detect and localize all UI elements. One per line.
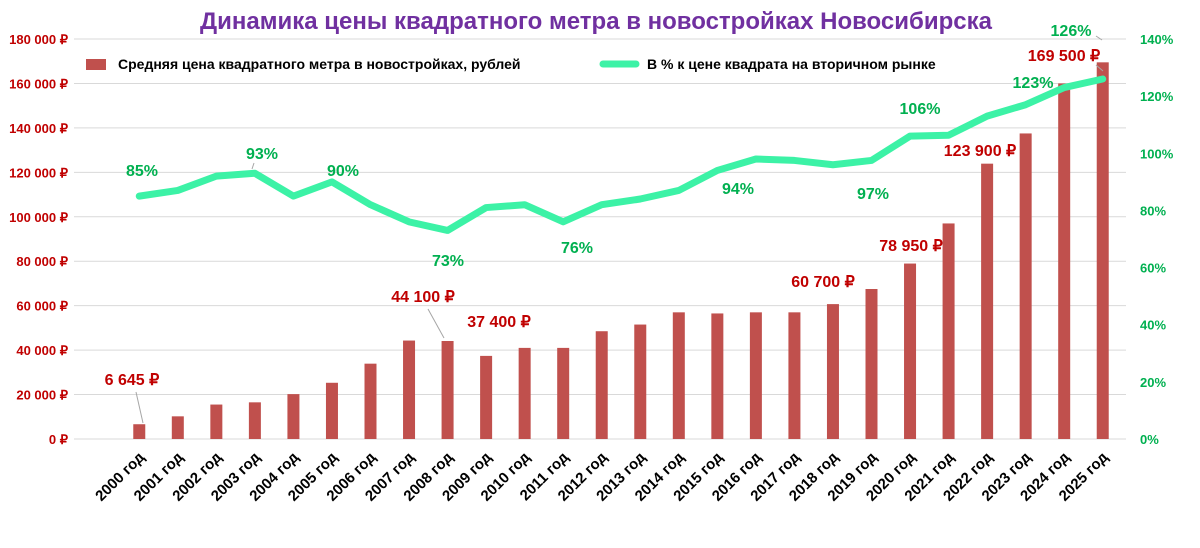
label-leader-lines xyxy=(135,35,1104,424)
right-tick-label: 20% xyxy=(1140,375,1166,390)
bar-data-label: 6 645 ₽ xyxy=(105,372,160,389)
right-tick-label: 40% xyxy=(1140,318,1166,333)
bar xyxy=(518,347,531,439)
line-data-label: 85% xyxy=(126,163,158,180)
bar-data-labels: 6 645 ₽ 44 100 ₽ 37 400 ₽ 60 700 ₽ 78 950 ₽ 1… xyxy=(105,48,1101,389)
legend-bar-swatch xyxy=(86,59,106,70)
line-data-label: 123% xyxy=(1013,75,1054,92)
bar xyxy=(788,312,801,439)
bar-series xyxy=(133,62,1109,439)
leader-line xyxy=(135,391,144,424)
bar-data-label: 60 700 ₽ xyxy=(791,274,855,291)
right-tick-label: 60% xyxy=(1140,261,1166,276)
bar-data-label: 78 950 ₽ xyxy=(879,238,943,255)
right-tick-label: 0% xyxy=(1140,432,1159,447)
right-tick-label: 80% xyxy=(1140,203,1166,218)
legend-bar-label: Средняя цена квадратного метра в новостр… xyxy=(118,56,521,72)
bar xyxy=(1058,83,1071,439)
left-tick-label: 80 000 ₽ xyxy=(16,254,68,269)
bar xyxy=(711,313,724,439)
line-data-label: 76% xyxy=(561,240,593,257)
bar xyxy=(942,223,955,439)
line-data-label: 73% xyxy=(432,253,464,270)
leader-line xyxy=(1095,35,1103,41)
bar xyxy=(287,394,300,439)
bar xyxy=(826,304,839,439)
bar xyxy=(634,324,647,439)
leader-line xyxy=(251,162,255,170)
right-tick-label: 120% xyxy=(1140,89,1174,104)
left-tick-label: 120 000 ₽ xyxy=(9,165,69,180)
line-series xyxy=(135,75,1107,234)
bar xyxy=(749,312,762,439)
left-tick-label: 20 000 ₽ xyxy=(16,388,68,403)
right-tick-label: 140% xyxy=(1140,32,1174,47)
left-axis: 0 ₽ 20 000 ₽ 40 000 ₽ 60 000 ₽ 80 000 ₽ 100 0… xyxy=(9,32,69,447)
bar xyxy=(171,416,184,439)
bar xyxy=(248,402,261,439)
right-tick-label: 100% xyxy=(1140,146,1174,161)
bar xyxy=(1096,62,1109,439)
line-data-labels: 85% 93% 90% 73% 76% 94% 97% 106% 123% 126% xyxy=(126,23,1091,270)
left-tick-label: 180 000 ₽ xyxy=(9,32,69,47)
bar xyxy=(595,331,608,439)
bar xyxy=(133,424,146,439)
left-tick-label: 100 000 ₽ xyxy=(9,210,69,225)
bar xyxy=(441,341,454,439)
bar-data-label: 44 100 ₽ xyxy=(391,289,455,306)
line-data-label: 106% xyxy=(900,101,941,118)
bar xyxy=(904,263,917,439)
bar-data-label: 169 500 ₽ xyxy=(1028,48,1100,65)
bar-data-label: 123 900 ₽ xyxy=(944,143,1016,160)
bar xyxy=(364,363,377,439)
line-data-label: 90% xyxy=(327,163,359,180)
left-tick-label: 60 000 ₽ xyxy=(16,299,68,314)
series-line xyxy=(135,75,1107,234)
right-axis: 0% 20% 40% 60% 80% 100% 120% 140% xyxy=(1140,32,1174,447)
line-data-label: 126% xyxy=(1051,23,1092,40)
legend: Средняя цена квадратного метра в новостр… xyxy=(86,56,936,72)
leader-line xyxy=(1095,64,1104,72)
left-tick-label: 0 ₽ xyxy=(49,432,69,447)
bar xyxy=(325,382,338,439)
bar xyxy=(672,312,685,439)
bar xyxy=(403,340,416,439)
bar xyxy=(480,355,493,439)
left-tick-label: 40 000 ₽ xyxy=(16,343,68,358)
line-data-label: 94% xyxy=(722,181,754,198)
bar xyxy=(981,163,994,439)
line-data-label: 97% xyxy=(857,186,889,203)
chart-title: Динамика цены квадратного метра в новост… xyxy=(200,8,993,35)
bar xyxy=(210,404,223,439)
left-tick-label: 140 000 ₽ xyxy=(9,121,69,136)
bar-data-label: 37 400 ₽ xyxy=(467,314,531,331)
bar xyxy=(557,347,570,439)
bar xyxy=(1019,133,1032,439)
bar xyxy=(865,289,878,439)
legend-line-label: В % к цене квадрата на вторичном рынке xyxy=(647,56,936,72)
line-data-label: 93% xyxy=(246,146,278,163)
leader-line xyxy=(427,308,445,339)
left-tick-label: 160 000 ₽ xyxy=(9,76,69,91)
